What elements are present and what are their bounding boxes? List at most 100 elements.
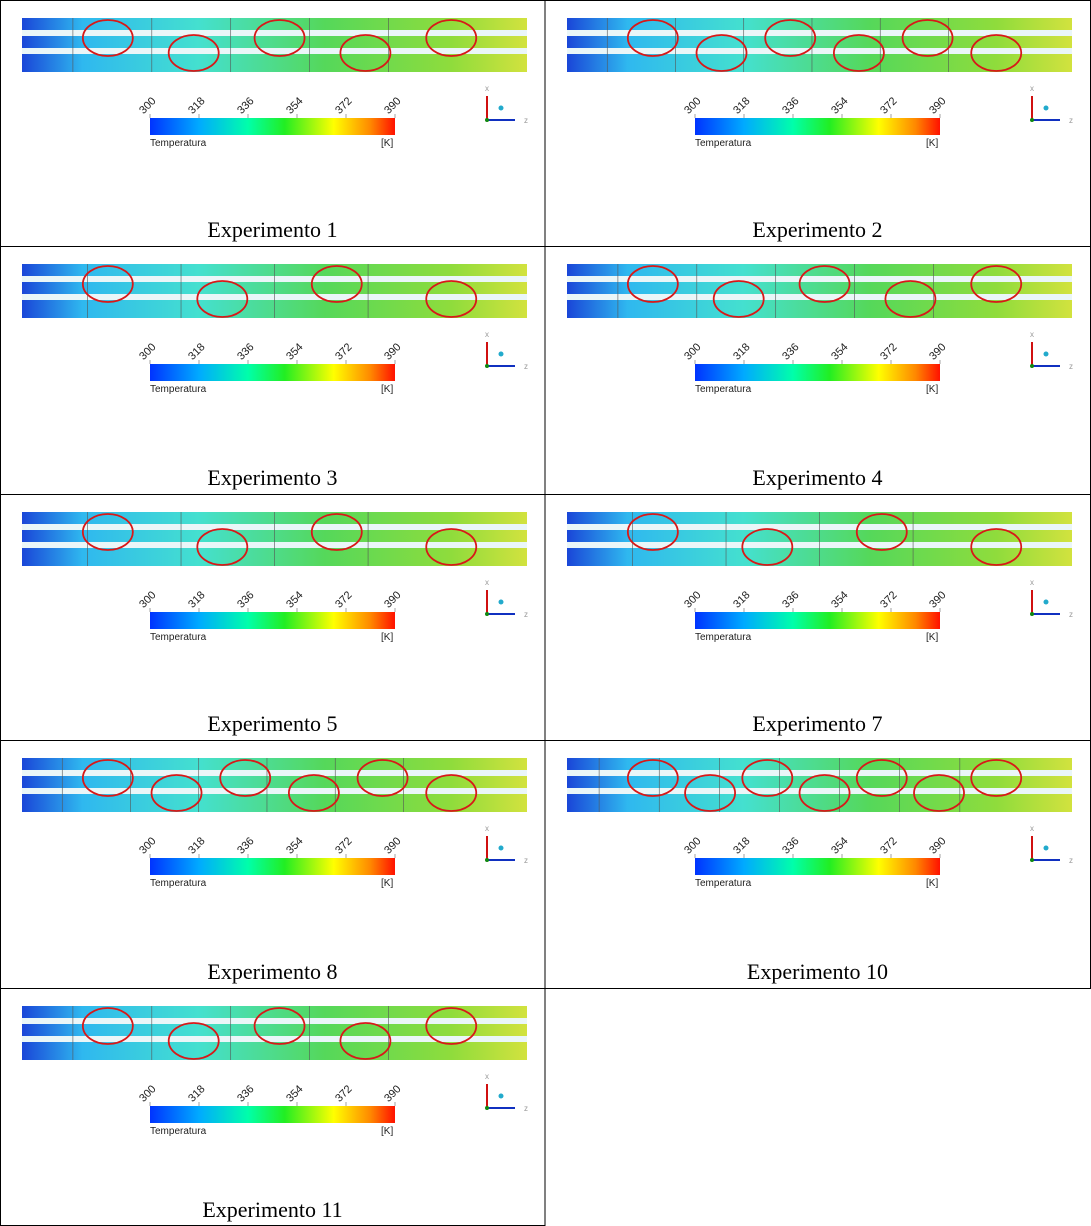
legend-unit: [K] [381, 138, 393, 149]
axis-origin [485, 858, 489, 862]
colorbar-tick-label: 318 [731, 835, 752, 856]
colorbar [150, 1106, 395, 1123]
colorbar-tick-label: 372 [878, 835, 899, 856]
colorbar [695, 364, 940, 381]
axis-z-label: z [524, 116, 528, 125]
colorbar-tick-label: 390 [382, 1083, 403, 1104]
colorbar-tick-label: 372 [878, 95, 899, 116]
colorbar-tick-label: 300 [137, 341, 158, 362]
caption: Experimento 1 [207, 217, 337, 242]
axis-z-label: z [524, 856, 528, 865]
axis-x-label: x [1030, 330, 1034, 339]
axis-y [1044, 846, 1049, 851]
cell: 300318336354372390Temperatura[K]xzExperi… [567, 758, 1073, 984]
axis-x-label: x [485, 84, 489, 93]
legend-unit: [K] [926, 632, 938, 643]
caption: Experimento 7 [752, 711, 882, 736]
axis-x-label: x [485, 1072, 489, 1081]
axis-origin [485, 364, 489, 368]
axis-y [499, 1094, 504, 1099]
axis-z-label: z [1069, 116, 1073, 125]
axis-origin [1030, 364, 1034, 368]
colorbar-tick-label: 336 [780, 341, 801, 362]
legend-label: Temperatura [150, 384, 207, 395]
colorbar-tick-label: 300 [682, 95, 703, 116]
caption: Experimento 11 [202, 1197, 342, 1222]
colorbar-tick-label: 336 [780, 835, 801, 856]
caption: Experimento 4 [752, 465, 882, 490]
contour-strip [567, 264, 1072, 318]
legend-label: Temperatura [150, 138, 207, 149]
axis-x-label: x [485, 330, 489, 339]
cell: 300318336354372390Temperatura[K]xzExperi… [567, 18, 1073, 242]
colorbar-tick-label: 336 [235, 95, 256, 116]
colorbar-tick-label: 336 [235, 589, 256, 610]
legend-unit: [K] [381, 878, 393, 889]
axis-z-label: z [1069, 856, 1073, 865]
strip-gap [22, 1018, 527, 1024]
axis-z-label: z [524, 610, 528, 619]
strip-gap [567, 276, 1072, 282]
strip-gap [567, 48, 1072, 54]
colorbar [150, 118, 395, 135]
colorbar-tick-label: 336 [235, 1083, 256, 1104]
colorbar-tick-label: 372 [333, 1083, 354, 1104]
axis-y [1044, 600, 1049, 605]
colorbar-tick-label: 300 [682, 835, 703, 856]
colorbar-tick-label: 318 [186, 835, 207, 856]
axis-y [499, 106, 504, 111]
strip-gap [22, 48, 527, 54]
cell: 300318336354372390Temperatura[K]xzExperi… [567, 512, 1073, 736]
colorbar-tick-label: 318 [731, 341, 752, 362]
colorbar-tick-label: 390 [382, 341, 403, 362]
colorbar-tick-label: 354 [829, 95, 850, 116]
colorbar [150, 364, 395, 381]
legend-unit: [K] [926, 384, 938, 395]
colorbar-tick-label: 318 [186, 589, 207, 610]
colorbar [695, 118, 940, 135]
colorbar-tick-label: 354 [829, 341, 850, 362]
axis-origin [485, 612, 489, 616]
colorbar-tick-label: 318 [186, 95, 207, 116]
strip-gap [567, 788, 1072, 794]
legend-label: Temperatura [695, 384, 752, 395]
colorbar-tick-label: 390 [927, 835, 948, 856]
colorbar-tick-label: 300 [137, 95, 158, 116]
colorbar-tick-label: 354 [284, 589, 305, 610]
caption: Experimento 5 [207, 711, 337, 736]
strip-gap [567, 294, 1072, 300]
caption: Experimento 2 [752, 217, 882, 242]
axis-z-label: z [1069, 362, 1073, 371]
colorbar-tick-label: 390 [382, 835, 403, 856]
colorbar-tick-label: 390 [382, 95, 403, 116]
caption: Experimento 10 [747, 959, 888, 984]
strip-gap [22, 30, 527, 36]
axis-origin [1030, 118, 1034, 122]
colorbar-tick-label: 372 [878, 589, 899, 610]
legend-label: Temperatura [150, 878, 207, 889]
colorbar-tick-label: 354 [284, 1083, 305, 1104]
colorbar-tick-label: 300 [682, 341, 703, 362]
axis-y [499, 846, 504, 851]
contour-strip [22, 18, 527, 72]
colorbar-tick-label: 300 [137, 589, 158, 610]
colorbar-tick-label: 336 [235, 341, 256, 362]
colorbar [695, 612, 940, 629]
cell: 300318336354372390Temperatura[K]xzExperi… [22, 18, 528, 242]
colorbar-tick-label: 336 [780, 589, 801, 610]
colorbar-tick-label: 318 [186, 341, 207, 362]
legend-label: Temperatura [695, 138, 752, 149]
axis-origin [1030, 858, 1034, 862]
legend-label: Temperatura [150, 632, 207, 643]
axis-y [499, 600, 504, 605]
axis-y [1044, 106, 1049, 111]
colorbar-tick-label: 336 [235, 835, 256, 856]
colorbar-tick-label: 372 [878, 341, 899, 362]
legend-unit: [K] [381, 1126, 393, 1137]
axis-z-label: z [1069, 610, 1073, 619]
colorbar-tick-label: 372 [333, 341, 354, 362]
legend-unit: [K] [381, 384, 393, 395]
legend-unit: [K] [926, 138, 938, 149]
